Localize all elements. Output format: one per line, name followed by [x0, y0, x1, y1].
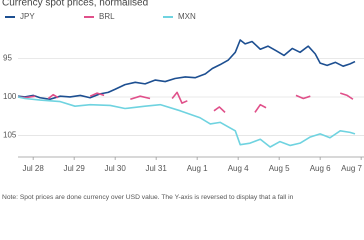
x-tick-label: Jul 28: [22, 164, 44, 173]
y-tick-label: 105: [3, 131, 17, 140]
legend-label: BRL: [99, 12, 115, 21]
x-tick-label: Jul 31: [145, 164, 167, 173]
series-line: [17, 91, 354, 113]
x-tick-label: Aug 7: [341, 164, 362, 173]
chart-title: Currency spot prices, normalised: [2, 0, 148, 9]
y-tick-label: 95: [3, 54, 12, 63]
legend-label: MXN: [178, 12, 196, 21]
x-tick-label: Aug 6: [310, 164, 331, 173]
x-tick-label: Aug 4: [228, 164, 249, 173]
x-tick-label: Aug 1: [187, 164, 208, 173]
chart: Currency spot prices, normalised Note: S…: [2, 0, 364, 201]
x-tick-label: Jul 30: [104, 164, 126, 173]
chart-note: Note: Spot prices are done currency over…: [2, 194, 294, 201]
legend-label: JPY: [20, 12, 35, 21]
series-line: [17, 39, 356, 101]
x-tick-label: Aug 5: [269, 164, 290, 173]
series-line: [17, 96, 356, 148]
y-tick-label: 100: [3, 92, 17, 101]
x-tick-label: Jul 29: [63, 164, 85, 173]
